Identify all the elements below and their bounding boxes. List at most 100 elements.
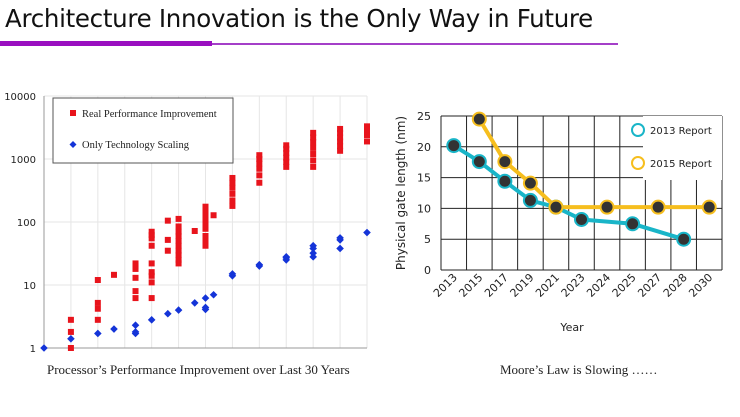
technology-scaling-point [255,260,264,269]
left-chart-points [40,123,371,352]
real-performance-point [364,126,370,133]
real-performance-point [148,242,155,249]
x-tick-label: 2024 [584,271,613,300]
real-performance-point [202,211,209,218]
real-performance-point [283,145,290,152]
x-tick-label: 2017 [482,271,511,300]
real-performance-point [256,172,263,179]
real-performance-point [229,184,236,191]
real-performance-point [175,215,182,222]
data-point [522,192,538,208]
y-tick-label: 1 [30,344,36,355]
real-performance-point [202,237,209,244]
legend-background [643,116,722,180]
x-axis-label: Year [559,321,584,334]
real-performance-point [67,345,74,351]
technology-scaling-point [67,334,75,343]
legend-label-scaling: Only Technology Scaling [82,140,190,151]
data-point [574,211,589,227]
real-performance-point [132,295,139,302]
title-underline [212,43,618,45]
technology-scaling-point [110,325,118,333]
real-performance-point [337,138,344,145]
technology-scaling-point [147,316,156,324]
legend-diamond-marker-icon [69,141,77,148]
right-chart-y-ticks: 0 5 10 15 20 25 [417,110,431,277]
technology-scaling-point [94,329,102,338]
legend-2015-circle-icon [631,156,645,170]
data-point [701,199,717,215]
x-tick-label: 2021 [533,271,562,300]
data-point [548,199,564,215]
y-tick-label: 20 [417,141,431,154]
technology-scaling-point [228,270,237,278]
real-performance-point [164,217,171,224]
y-tick-label: 0 [424,264,431,277]
real-performance-point [175,232,182,239]
technology-scaling-point [131,321,140,330]
legend-label-2013: 2013 Report [650,126,712,137]
real-performance-point [229,197,236,204]
real-performance-point [175,223,182,230]
y-tick-label: 10 [417,202,431,215]
technology-scaling-point [174,306,183,314]
real-performance-point [191,227,198,234]
real-performance-point [202,242,209,249]
real-performance-point [310,134,317,141]
real-performance-point [148,269,155,276]
real-performance-point [202,225,209,232]
x-tick-label: 2019 [508,271,537,300]
real-performance-point [229,202,236,209]
real-performance-point [175,256,182,263]
technology-scaling-point [336,244,344,253]
real-performance-point [310,144,317,151]
data-point [676,231,692,247]
real-performance-point [164,247,171,254]
real-performance-point [175,251,182,258]
real-performance-point [175,260,182,267]
y-tick-label: 5 [424,233,431,246]
real-performance-point [202,216,209,223]
x-tick-label: 2015 [456,271,485,300]
real-performance-point [164,236,171,243]
real-performance-point [337,147,344,154]
real-performance-point [210,212,217,219]
real-performance-point [94,305,101,312]
real-performance-point [175,237,182,244]
real-performance-point [310,163,317,170]
real-performance-point [202,203,209,210]
performance-scatter-chart: 1 10 100 1000 10000 Real Performance Improve… [4,92,371,355]
left-chart-axes [43,96,367,349]
data-point [471,154,487,170]
technology-scaling-point [282,253,291,261]
technology-scaling-point [363,228,371,237]
real-performance-point [256,165,263,172]
slide-title: Architecture Innovation is the Only Way … [5,4,593,33]
right-chart-x-ticks: 2013201520172019202120232024202520272028… [431,271,715,300]
real-performance-point [256,179,263,186]
real-performance-point [148,260,155,267]
technology-scaling-point [201,294,210,302]
real-performance-point [283,142,290,149]
y-tick-label: 100 [17,218,36,229]
real-performance-point [67,316,74,323]
data-point [599,199,615,215]
y-tick-label: 10 [23,281,36,292]
real-performance-point [175,247,182,254]
real-performance-point [283,154,290,161]
technology-scaling-point [336,234,344,242]
data-point [625,216,641,232]
real-performance-point [283,158,290,165]
technology-scaling-point [190,299,199,307]
y-tick-label: 15 [417,172,431,185]
real-performance-point [148,235,155,242]
real-performance-point [283,149,290,156]
technology-scaling-point [201,303,210,312]
technology-scaling-point [131,328,140,336]
right-chart-caption: Moore’s Law is Slowing …… [500,362,658,377]
real-performance-point [148,232,155,239]
real-performance-point [310,139,317,146]
data-point [497,154,513,170]
y-tick-label: 1000 [11,155,36,166]
real-performance-point [310,157,317,164]
